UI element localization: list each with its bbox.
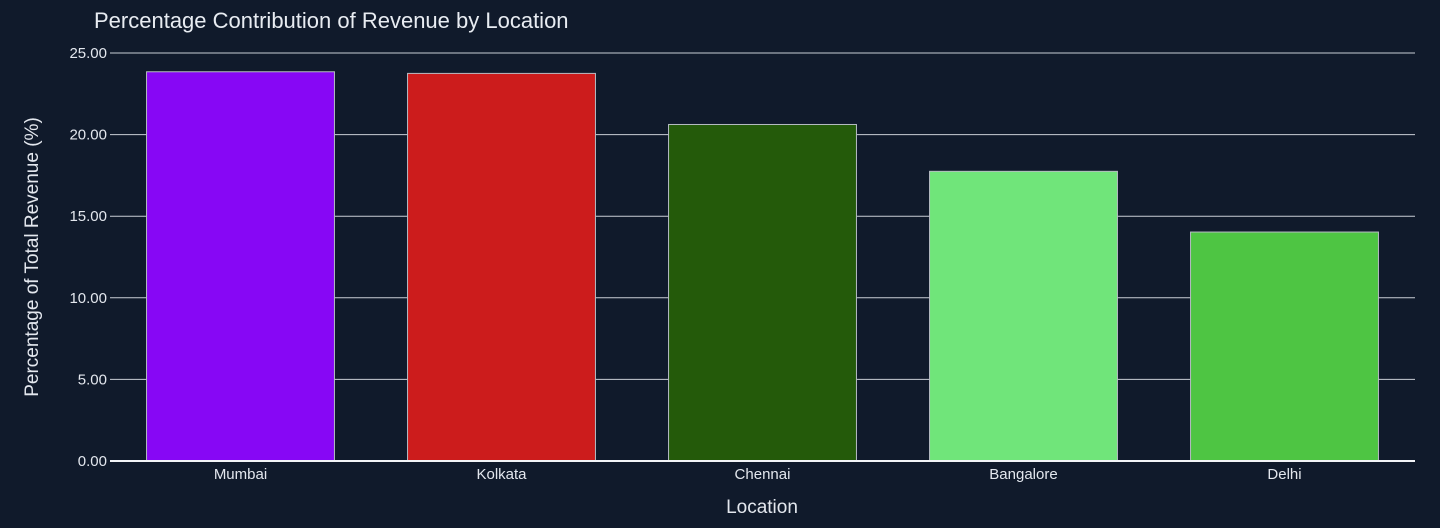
y-tick-label: 0.00 [78, 453, 107, 470]
y-tick-label: 25.00 [69, 45, 107, 62]
x-tick-label-mumbai: Mumbai [214, 466, 267, 483]
bar-mumbai[interactable] [146, 71, 335, 462]
bar-delhi[interactable] [1190, 231, 1379, 462]
y-tick-label: 20.00 [69, 127, 107, 144]
bar-kolkata[interactable] [407, 72, 596, 462]
x-axis-ticks: Mumbai Kolkata Chennai Bangalore Delhi [214, 466, 1302, 483]
x-tick-label-kolkata: Kolkata [476, 466, 527, 483]
x-tick-label-chennai: Chennai [735, 466, 791, 483]
chart-title: Percentage Contribution of Revenue by Lo… [94, 8, 569, 33]
bars [110, 71, 1415, 462]
x-tick-label-delhi: Delhi [1267, 466, 1301, 483]
y-axis-ticks: 0.00 5.00 10.00 15.00 20.00 25.00 [69, 45, 107, 470]
bar-chennai[interactable] [668, 123, 857, 462]
bar-bangalore[interactable] [929, 170, 1118, 462]
x-axis-title: Location [726, 497, 798, 518]
y-tick-label: 15.00 [69, 208, 107, 225]
y-tick-label: 10.00 [69, 290, 107, 307]
x-tick-label-bangalore: Bangalore [989, 466, 1057, 483]
y-tick-label: 5.00 [78, 371, 107, 388]
y-axis-title: Percentage of Total Revenue (%) [22, 117, 43, 397]
